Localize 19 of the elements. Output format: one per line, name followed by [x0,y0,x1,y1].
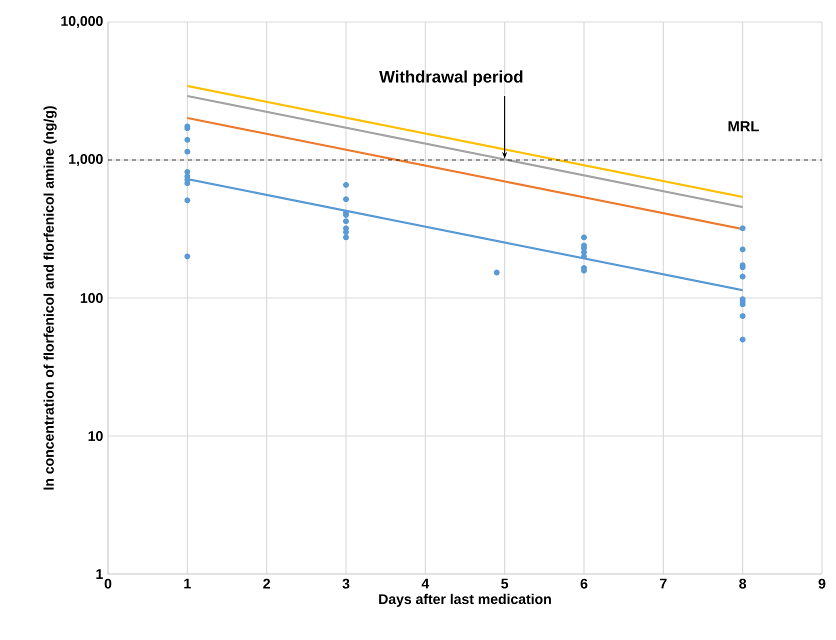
y-tick-label: 10 [88,431,103,441]
x-tick-label: 0 [104,578,112,589]
x-tick-label: 8 [739,578,746,589]
x-tick-label: 9 [818,578,826,589]
x-tick-label: 7 [660,578,667,588]
y-tick-label: 1 [96,569,103,579]
ref-line-label: MRL [728,121,759,132]
x-axis-title: Days after last medication [379,594,551,607]
x-tick-label: 3 [342,578,350,589]
y-tick-label: 100 [80,293,103,303]
x-tick-label: 5 [501,578,508,588]
y-tick-label: 1,000 [69,154,103,166]
x-tick-label: 2 [263,578,270,588]
x-tick-label: 4 [422,578,430,588]
x-tick-label: 6 [580,578,588,589]
y-axis-title: ln concentration of florfenicol and florfenicol amine (ng/g) [44,106,57,490]
annotation: Withdrawal period [379,70,522,86]
x-tick-label: 1 [184,578,191,588]
y-tick-label: 10,000 [61,16,103,28]
